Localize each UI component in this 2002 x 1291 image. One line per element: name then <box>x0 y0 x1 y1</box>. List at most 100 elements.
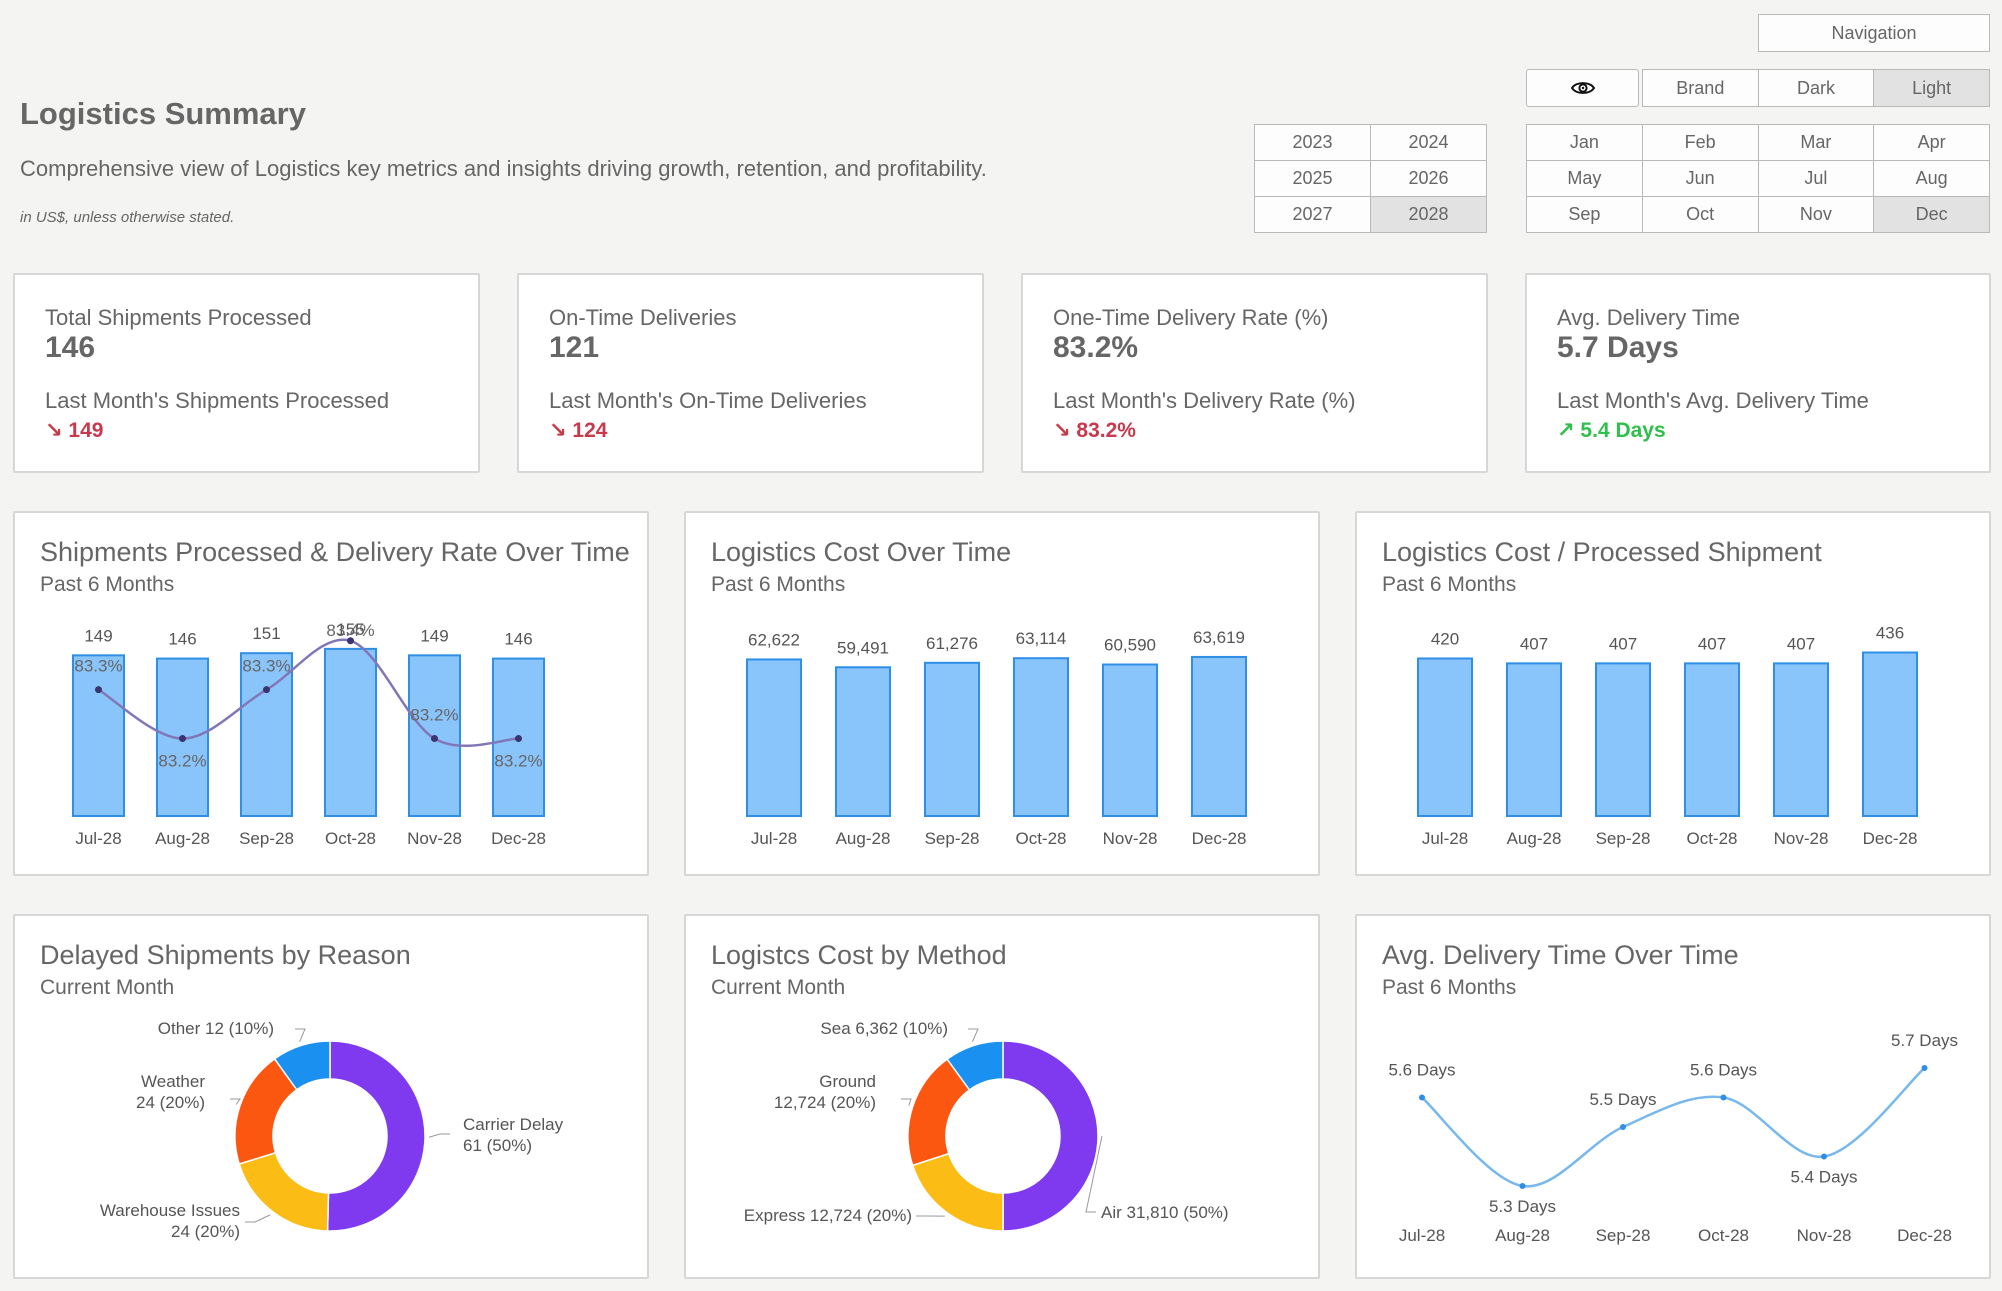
avg-delivery-time-point <box>1620 1124 1626 1130</box>
chart-card-shipments-rate: Shipments Processed & Delivery Rate Over… <box>13 511 649 876</box>
chart-title: Delayed Shipments by Reason <box>40 940 411 970</box>
year-button-2025[interactable]: 2025 <box>1255 161 1370 196</box>
avg-delivery-time-label: 5.5 Days <box>1589 1090 1656 1109</box>
bar-Sep-28 <box>1595 662 1651 817</box>
year-button-2027[interactable]: 2027 <box>1255 197 1370 232</box>
bar-Aug-28 <box>835 666 891 817</box>
x-tick-label: Sep-28 <box>925 829 980 848</box>
bar-Oct-28 <box>1013 657 1069 817</box>
avg-delivery-time-label: 5.4 Days <box>1790 1168 1857 1187</box>
kpi-previous-value: ↘ 83.2% <box>1053 419 1136 442</box>
x-tick-label: Sep-28 <box>1596 1226 1651 1245</box>
navigation-button[interactable]: Navigation <box>1758 14 1990 52</box>
theme-button-light[interactable]: Light <box>1874 70 1989 106</box>
month-button-nov[interactable]: Nov <box>1758 197 1874 232</box>
avg-delivery-time-point <box>1921 1065 1928 1071</box>
month-button-feb[interactable]: Feb <box>1642 125 1758 160</box>
leader-line <box>968 1028 979 1043</box>
delivery-rate-point <box>515 735 522 743</box>
bar-Aug-28 <box>156 657 209 817</box>
avg-delivery-time-label: 5.6 Days <box>1690 1061 1757 1080</box>
leader-line <box>245 1214 271 1223</box>
kpi-card-total-shipments: Total Shipments Processed 146 Last Month… <box>13 273 480 473</box>
logistics-cost-chart: 62,622 Jul-28 59,491 Aug-28 61,276 Sep-28 63,1… <box>746 628 1247 848</box>
donut-label: Warehouse Issues <box>100 1201 240 1220</box>
donut-slice-express <box>911 1152 1004 1232</box>
avg-delivery-time-label: 5.7 Days <box>1891 1031 1958 1050</box>
x-tick-label: Nov-28 <box>1103 829 1158 848</box>
kpi-value: 121 <box>549 331 600 364</box>
bar-value-label: 407 <box>1609 634 1637 653</box>
kpi-previous-label: Last Month's Shipments Processed <box>45 388 390 413</box>
shipments-rate-chart: 149 Jul-28 146 Aug-28 151 Sep-28 155 Oct-28 149 N… <box>72 620 546 848</box>
month-button-aug[interactable]: Aug <box>1874 161 1989 196</box>
chart-card-cost-per-shipment: Logistics Cost / Processed Shipment Past… <box>1355 511 1991 876</box>
kpi-label: Avg. Delivery Time <box>1557 305 1740 330</box>
kpi-value: 83.2% <box>1053 331 1139 364</box>
theme-switcher: Brand Dark Light <box>1642 69 1990 107</box>
delivery-rate-point <box>95 686 102 694</box>
donut-slice-warehouse-issues <box>238 1151 330 1232</box>
chart-card-logistics-cost: Logistics Cost Over Time Past 6 Months 6… <box>684 511 1320 876</box>
x-tick-label: Dec-28 <box>1192 829 1247 848</box>
bar-value-label: 60,590 <box>1104 636 1156 655</box>
year-button-2026[interactable]: 2026 <box>1371 161 1486 196</box>
month-button-dec[interactable]: Dec <box>1874 197 1989 232</box>
currency-note: in US$, unless otherwise stated. <box>20 209 235 226</box>
bar-value-label: 149 <box>84 626 112 645</box>
kpi-previous-label: Last Month's Avg. Delivery Time <box>1557 388 1869 413</box>
chart-subtitle: Current Month <box>711 976 846 999</box>
x-tick-label: Dec-28 <box>491 829 546 848</box>
month-button-apr[interactable]: Apr <box>1874 125 1989 160</box>
leader-line <box>295 1028 306 1042</box>
chart-title: Shipments Processed & Delivery Rate Over… <box>40 537 630 567</box>
bar-value-label: 59,491 <box>837 638 889 657</box>
bar-Sep-28 <box>240 652 293 817</box>
month-button-sep[interactable]: Sep <box>1527 197 1642 232</box>
bar-Jul-28 <box>1417 657 1473 817</box>
year-button-2024[interactable]: 2024 <box>1371 125 1486 160</box>
x-tick-label: Aug-28 <box>155 829 210 848</box>
bar-Dec-28 <box>1191 655 1247 817</box>
bar-Nov-28 <box>1102 663 1158 817</box>
delivery-rate-label: 83.4% <box>326 621 374 640</box>
donut-label: Other 12 (10%) <box>158 1019 274 1038</box>
donut-slice-carrier-delay <box>326 1040 426 1232</box>
bar-value-label: 149 <box>420 626 448 645</box>
x-tick-label: Jul-28 <box>751 829 797 848</box>
delivery-rate-label: 83.2% <box>158 752 206 771</box>
month-button-oct[interactable]: Oct <box>1642 197 1758 232</box>
donut-label: 24 (20%) <box>136 1093 205 1112</box>
month-button-may[interactable]: May <box>1527 161 1642 196</box>
bar-Sep-28 <box>924 661 980 817</box>
donut-label: Express 12,724 (20%) <box>744 1206 912 1225</box>
month-button-mar[interactable]: Mar <box>1758 125 1874 160</box>
chart-subtitle: Past 6 Months <box>1382 573 1517 596</box>
year-button-2028[interactable]: 2028 <box>1371 197 1486 232</box>
bar-Oct-28 <box>324 647 377 817</box>
bar-value-label: 151 <box>252 624 280 643</box>
bar-value-label: 436 <box>1876 624 1904 643</box>
donut-label: 12,724 (20%) <box>774 1093 876 1112</box>
delivery-rate-point <box>431 735 438 743</box>
theme-button-dark[interactable]: Dark <box>1758 70 1874 106</box>
leader-line <box>428 1133 450 1138</box>
x-tick-label: Oct-28 <box>1686 829 1737 848</box>
kpi-value: 5.7 Days <box>1557 331 1679 364</box>
donut-label: Weather <box>141 1072 205 1091</box>
avg-delivery-time-point <box>1821 1153 1827 1160</box>
x-tick-label: Nov-28 <box>1797 1226 1852 1245</box>
year-button-2023[interactable]: 2023 <box>1255 125 1370 160</box>
theme-button-brand[interactable]: Brand <box>1643 70 1758 106</box>
bar-value-label: 61,276 <box>926 634 978 653</box>
month-button-jan[interactable]: Jan <box>1527 125 1642 160</box>
x-tick-label: Oct-28 <box>1698 1226 1749 1245</box>
month-button-jul[interactable]: Jul <box>1758 161 1874 196</box>
avg-delivery-time-label: 5.3 Days <box>1489 1197 1556 1216</box>
chart-card-cost-by-method: Logistcs Cost by Method Current Month Ai… <box>684 914 1320 1279</box>
visibility-toggle-button[interactable] <box>1526 69 1639 107</box>
avg-delivery-time-point <box>1419 1094 1425 1101</box>
donut-slice-sea <box>946 1040 1004 1091</box>
x-tick-label: Jul-28 <box>1422 829 1468 848</box>
month-button-jun[interactable]: Jun <box>1642 161 1758 196</box>
